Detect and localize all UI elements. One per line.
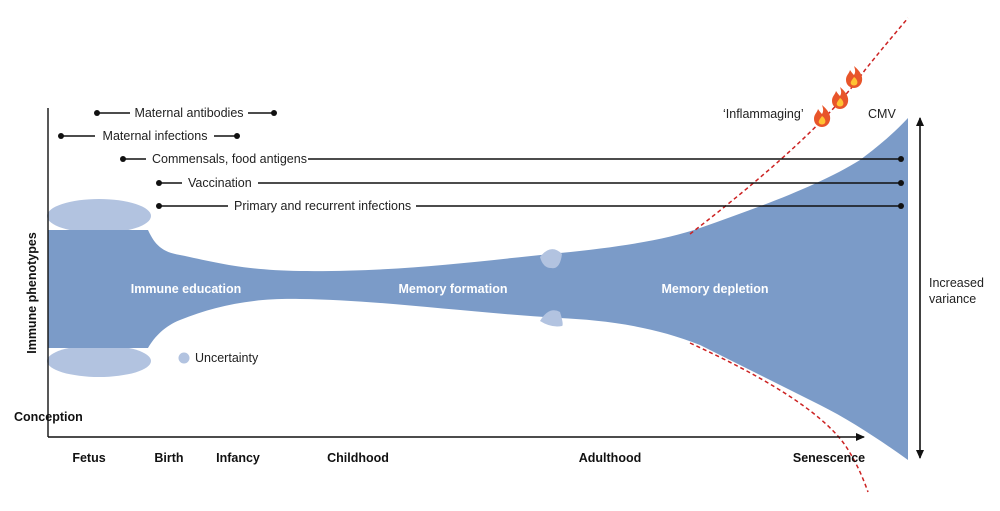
uncertainty-region-adulthood-top <box>540 249 562 269</box>
exposure-bar-maternal-antibodies: Maternal antibodies <box>94 106 277 120</box>
cmv-label: CMV <box>868 107 896 121</box>
exposure-bar-commensals-food-antigens: Commensals, food antigens <box>120 152 904 166</box>
flame-icon <box>832 87 849 109</box>
exposure-label-maternal-antibodies: Maternal antibodies <box>134 106 243 120</box>
increased-variance-label-line1: Increased <box>929 276 984 290</box>
stage-label-senescence: Senescence <box>793 451 865 465</box>
origin-label: Conception <box>14 410 83 424</box>
exposure-label-maternal-infections: Maternal infections <box>103 129 208 143</box>
phase-label-immune-education: Immune education <box>131 282 241 296</box>
flame-icon <box>814 105 831 127</box>
exposure-label-commensals-food-antigens: Commensals, food antigens <box>152 152 307 166</box>
uncertainty-region-fetal-bottom <box>47 345 151 377</box>
phase-label-memory-depletion: Memory depletion <box>662 282 769 296</box>
phase-label-memory-formation: Memory formation <box>398 282 507 296</box>
y-axis-title: Immune phenotypes <box>25 232 39 354</box>
stage-label-infancy: Infancy <box>216 451 260 465</box>
uncertainty-region-adulthood-bottom <box>540 310 563 327</box>
exposure-bar-primary-recurrent-infections: Primary and recurrent infections <box>156 199 904 213</box>
exposure-bar-maternal-infections: Maternal infections <box>58 129 240 143</box>
immune-trajectory-band <box>48 118 908 460</box>
increased-variance-label-line2: variance <box>929 292 976 306</box>
inflammaging-boundary-lower <box>689 342 869 493</box>
inflammaging-boundary-upper <box>689 17 909 235</box>
stage-label-birth: Birth <box>154 451 183 465</box>
uncertainty-legend-label: Uncertainty <box>195 351 259 365</box>
inflammaging-label: ‘Inflammaging’ <box>723 107 804 121</box>
stage-label-adulthood: Adulthood <box>579 451 641 465</box>
stage-label-fetus: Fetus <box>72 451 105 465</box>
exposure-label-primary-recurrent-infections: Primary and recurrent infections <box>234 199 411 213</box>
uncertainty-legend-swatch <box>178 352 190 364</box>
flame-icon <box>846 66 863 88</box>
exposure-label-vaccination: Vaccination <box>188 176 252 190</box>
uncertainty-region-fetal-top <box>47 199 151 233</box>
stage-label-childhood: Childhood <box>327 451 389 465</box>
exposure-bar-vaccination: Vaccination <box>156 176 904 190</box>
